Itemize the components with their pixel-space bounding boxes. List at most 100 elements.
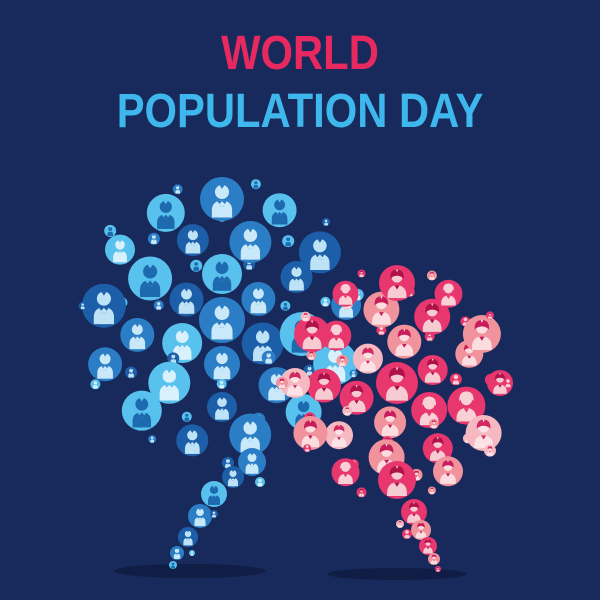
male-person-circle xyxy=(241,282,276,316)
female-person-circle xyxy=(411,520,431,540)
female-person-circle xyxy=(376,362,418,404)
male-person-circle xyxy=(146,193,185,232)
male-speech-bubble xyxy=(78,177,364,569)
female-person-circle xyxy=(484,444,496,457)
male-person-circle xyxy=(104,224,117,237)
male-person-circle xyxy=(280,261,313,293)
male-person-circle xyxy=(88,347,123,382)
female-person-circle xyxy=(331,458,360,487)
male-person-circle xyxy=(349,369,358,378)
female-person-circle xyxy=(414,298,451,335)
female-person-circle xyxy=(465,415,502,451)
male-person-circle xyxy=(238,448,266,476)
female-person-circle xyxy=(411,392,448,428)
male-person-circle xyxy=(125,366,138,379)
female-person-circle xyxy=(352,343,383,374)
right-shadow xyxy=(327,568,467,580)
male-person-circle xyxy=(229,221,272,263)
male-person-circle xyxy=(172,184,183,195)
bubble-layer xyxy=(78,177,513,572)
male-person-circle xyxy=(153,300,164,311)
female-person-circle xyxy=(342,405,353,416)
female-person-circle xyxy=(376,325,387,336)
male-person-circle xyxy=(178,527,198,547)
male-person-circle xyxy=(169,282,204,317)
male-person-circle xyxy=(176,424,209,457)
female-person-circle xyxy=(503,378,513,388)
female-person-circle xyxy=(486,311,494,320)
female-person-circle xyxy=(378,461,416,499)
male-person-circle xyxy=(188,504,212,528)
female-person-circle xyxy=(417,355,448,385)
female-person-circle xyxy=(401,499,427,525)
female-person-circle xyxy=(447,386,486,425)
male-person-circle xyxy=(298,231,341,274)
female-person-circle xyxy=(387,324,422,359)
female-person-circle xyxy=(294,316,331,352)
title-line-world: WORLD xyxy=(221,27,379,80)
male-person-circle xyxy=(229,413,272,456)
male-person-circle xyxy=(201,481,227,507)
male-person-circle xyxy=(210,510,218,518)
female-person-circle xyxy=(280,368,310,398)
female-person-circle xyxy=(374,406,407,439)
female-person-circle xyxy=(332,280,359,307)
male-person-circle xyxy=(216,379,227,389)
female-person-circle xyxy=(435,566,441,572)
male-person-circle xyxy=(207,392,237,422)
female-person-circle xyxy=(434,279,463,308)
male-person-circle xyxy=(148,361,191,404)
female-person-circle xyxy=(307,368,341,403)
male-person-circle xyxy=(255,477,265,487)
male-person-circle xyxy=(105,234,135,265)
male-person-circle xyxy=(190,259,203,272)
male-person-circle xyxy=(167,352,180,365)
male-person-circle xyxy=(282,235,295,248)
female-person-circle xyxy=(293,416,328,450)
female-person-circle xyxy=(428,418,439,429)
title-line-population-day: POPULATION DAY xyxy=(116,85,484,138)
male-person-circle xyxy=(78,301,87,310)
female-person-circle xyxy=(325,421,353,450)
male-person-circle xyxy=(148,435,157,444)
female-person-circle xyxy=(487,370,513,396)
male-person-circle xyxy=(170,546,184,560)
female-person-circle xyxy=(396,520,404,528)
female-person-circle xyxy=(336,354,349,367)
male-person-circle xyxy=(147,232,160,245)
female-person-circle xyxy=(402,529,412,539)
male-person-circle xyxy=(121,390,162,431)
female-person-circle xyxy=(462,315,501,353)
female-person-circle xyxy=(357,269,366,278)
female-person-circle xyxy=(419,537,437,555)
male-person-circle xyxy=(222,466,244,488)
male-person-circle xyxy=(204,346,240,382)
male-person-circle xyxy=(202,254,242,294)
male-person-circle xyxy=(322,218,331,226)
male-person-circle xyxy=(189,550,195,556)
female-person-circle xyxy=(300,311,311,322)
male-person-circle xyxy=(200,177,244,221)
male-person-circle xyxy=(128,256,173,301)
female-person-circle xyxy=(356,487,367,498)
male-person-circle xyxy=(181,411,192,422)
male-person-circle xyxy=(320,296,331,307)
female-person-circle xyxy=(363,291,400,328)
ground-shadows xyxy=(114,564,467,580)
male-person-circle xyxy=(120,317,155,352)
female-speech-bubble xyxy=(276,265,513,572)
female-person-circle xyxy=(427,486,436,495)
male-person-circle xyxy=(81,283,126,328)
female-person-circle xyxy=(276,377,288,389)
male-person-circle xyxy=(176,224,209,257)
male-person-circle xyxy=(221,456,234,469)
female-person-circle xyxy=(306,350,317,361)
female-person-circle xyxy=(449,373,462,386)
female-person-circle xyxy=(426,270,437,281)
male-person-circle xyxy=(261,350,276,365)
male-person-circle xyxy=(169,561,177,569)
female-person-circle xyxy=(422,433,453,464)
female-person-circle xyxy=(303,444,312,453)
